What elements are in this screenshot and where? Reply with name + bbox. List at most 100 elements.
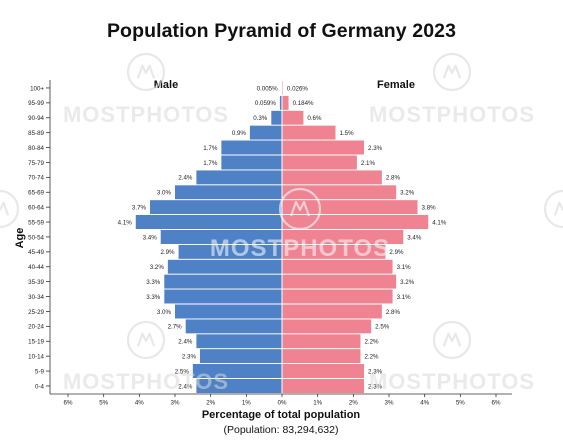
watermark-circle	[0, 189, 20, 229]
data-label-female: 2.8%	[386, 175, 401, 182]
x-tick-label: 3%	[171, 400, 180, 407]
data-label-female: 3.4%	[407, 234, 422, 241]
bar-male-70-74	[196, 170, 282, 185]
data-label-female: 0.6%	[307, 115, 322, 122]
age-tick-label: 70-74	[28, 175, 44, 182]
data-label-female: 3.1%	[397, 294, 412, 301]
watermark-m-mark	[442, 332, 462, 347]
watermark-logo-icon	[126, 320, 166, 360]
watermark-logo-icon	[0, 189, 20, 229]
data-label-male: 3.7%	[132, 204, 147, 211]
bar-female-95-99	[282, 95, 289, 110]
data-label-female: 2.2%	[364, 353, 379, 360]
bar-male-55-59	[135, 214, 282, 230]
age-tick-label: 15-19	[28, 339, 44, 346]
bar-female-65-69	[282, 185, 397, 200]
age-tick-label: 10-14	[28, 353, 44, 360]
age-tick-label: 20-24	[28, 324, 44, 331]
bar-female-50-54	[282, 229, 404, 245]
x-tick-label: 4%	[135, 400, 144, 407]
age-tick-label: 45-49	[28, 249, 44, 256]
data-label-female: 0.026%	[287, 85, 308, 92]
data-label-male: 3.4%	[143, 234, 158, 241]
x-tick-label: 3%	[385, 400, 394, 407]
data-label-male: 3.2%	[150, 264, 165, 271]
bar-female-35-39	[282, 274, 397, 289]
x-tick-label: 2%	[349, 400, 358, 407]
watermark-m-mark	[0, 201, 10, 216]
bar-female-60-64	[282, 200, 418, 215]
x-tick-label: 6%	[64, 400, 73, 407]
data-label-male: 2.7%	[168, 324, 183, 331]
bar-male-15-19	[196, 334, 282, 349]
bar-male-20-24	[185, 319, 282, 334]
bar-female-5-9	[282, 363, 365, 379]
data-label-female: 2.3%	[368, 145, 383, 152]
watermark-text: MOSTPHOTOS	[63, 102, 229, 127]
age-tick-label: 100+	[30, 85, 44, 92]
x-tick-label: 1%	[313, 400, 322, 407]
data-label-male: 0.005%	[257, 85, 278, 92]
watermark-m-mark	[289, 200, 311, 217]
bar-female-70-74	[282, 170, 382, 185]
age-tick-label: 40-44	[28, 264, 44, 271]
chart-subtitle-population: (Population: 83,294,632)	[223, 424, 338, 436]
bars-group	[135, 80, 429, 394]
bar-female-75-79	[282, 155, 357, 170]
x-tick-label: 6%	[492, 400, 501, 407]
age-tick-label: 55-59	[28, 219, 44, 226]
watermark-m-mark	[136, 64, 156, 79]
bar-female-20-24	[282, 319, 372, 334]
watermark-m-mark	[442, 64, 462, 79]
data-label-male: 4.1%	[118, 219, 133, 226]
x-tick-label: 4%	[420, 400, 429, 407]
data-label-female: 3.2%	[400, 190, 415, 197]
age-tick-label: 5-9	[35, 368, 45, 375]
data-label-male: 3.0%	[157, 190, 172, 197]
bar-male-45-49	[178, 244, 282, 259]
bar-male-10-14	[199, 349, 282, 364]
bar-male-30-34	[164, 289, 282, 304]
bar-male-75-79	[221, 155, 282, 170]
bar-male-60-64	[150, 200, 282, 215]
bar-male-90-94	[271, 110, 282, 125]
legend-female-label: Female	[377, 79, 415, 91]
data-label-male: 2.5%	[175, 368, 190, 375]
data-label-female: 2.5%	[375, 324, 390, 331]
watermark-circle	[432, 52, 472, 92]
bar-female-15-19	[282, 334, 361, 349]
data-label-female: 2.3%	[368, 383, 383, 390]
watermark-text: MOSTPHOTOS	[63, 369, 229, 394]
age-tick-label: 65-69	[28, 190, 44, 197]
data-label-male: 2.3%	[182, 353, 197, 360]
watermark-logo-icon	[432, 320, 472, 360]
age-tick-label: 50-54	[28, 234, 44, 241]
data-label-male: 0.9%	[232, 130, 247, 137]
x-tick-label: 5%	[456, 400, 465, 407]
data-label-female: 4.1%	[432, 219, 447, 226]
watermark-m-mark	[553, 201, 563, 216]
watermark-text: MOSTPHOTOS	[210, 235, 390, 262]
watermark-circle	[543, 189, 563, 229]
watermark-logo-icon	[126, 52, 166, 92]
bar-female-0-4	[282, 378, 365, 394]
data-label-female: 0.184%	[293, 100, 314, 107]
x-tick-label: 1%	[242, 400, 251, 407]
bar-male-85-89	[249, 125, 282, 140]
data-label-female: 1.5%	[340, 130, 355, 137]
bar-male-95-99	[279, 95, 282, 110]
watermark-text: MOSTPHOTOS	[369, 102, 535, 127]
watermark-circle	[126, 320, 166, 360]
x-tick-label: 5%	[99, 400, 108, 407]
data-label-female: 2.3%	[368, 368, 383, 375]
data-label-male: 2.9%	[160, 249, 175, 256]
watermark-text: MOSTPHOTOS	[369, 369, 535, 394]
chart-title: Population Pyramid of Germany 2023	[106, 20, 457, 42]
bar-female-25-29	[282, 304, 382, 319]
watermark-logo-icon	[432, 52, 472, 92]
data-label-male: 2.4%	[178, 383, 193, 390]
watermark-group: MOSTPHOTOS MOSTPHOTOS MOSTPHOTOS MOSTPHOTOS…	[0, 52, 563, 394]
bar-male-25-29	[175, 304, 282, 319]
data-label-female: 3.1%	[397, 264, 412, 271]
